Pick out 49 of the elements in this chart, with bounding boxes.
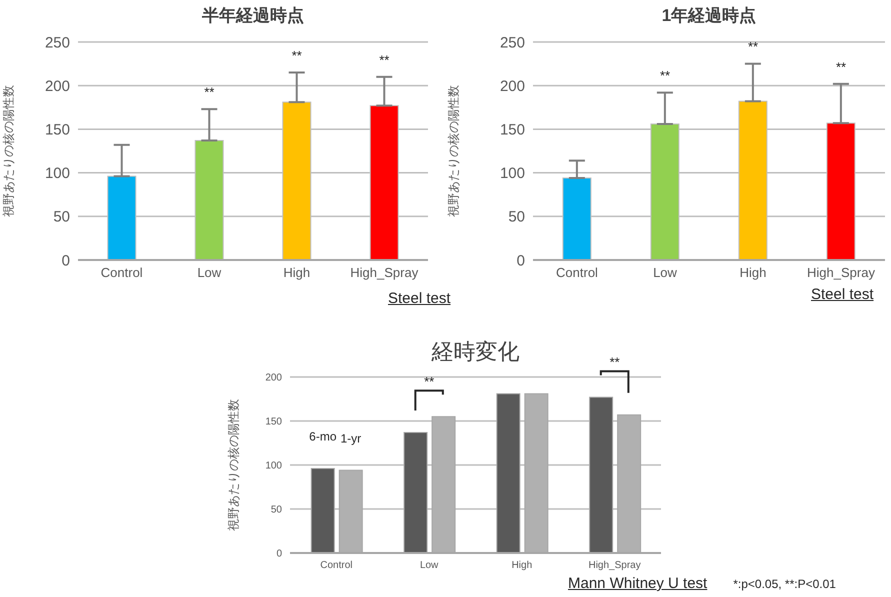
y-tick-label: 100 xyxy=(265,460,282,472)
y-tick-label: 200 xyxy=(44,78,70,95)
annotation: ** xyxy=(660,68,670,84)
y-tick-label: 200 xyxy=(265,372,282,384)
y-axis-title: 視野あたりの核の陽性数 xyxy=(446,85,460,217)
annotation: ** xyxy=(836,59,846,74)
chart-title: 1年経過時点 xyxy=(660,5,758,27)
y-tick-label: 50 xyxy=(53,208,70,226)
annotation: ** xyxy=(610,354,620,370)
y-tick-label: 150 xyxy=(44,122,70,139)
x-tick-label: Low xyxy=(653,265,678,280)
x-tick-label: High_Spray xyxy=(807,265,876,280)
y-axis-title: 視野あたりの核の陽性数 xyxy=(226,399,240,531)
annotation: ** xyxy=(379,52,390,68)
y-tick-label: 200 xyxy=(500,78,525,95)
text: 1-yr xyxy=(340,431,362,446)
chart-title: 半年経過時点 xyxy=(201,5,305,27)
annotation: ** xyxy=(424,374,434,390)
x-tick-label: Control xyxy=(320,560,352,572)
annotation: ** xyxy=(748,39,758,54)
x-tick-label: Low xyxy=(197,265,222,280)
x-tick-label: High xyxy=(283,265,310,280)
annotation: ** xyxy=(292,48,302,63)
y-tick-label: 0 xyxy=(276,548,282,560)
y-tick-label: 150 xyxy=(500,122,525,139)
x-tick-label: Low xyxy=(420,560,440,572)
text: *:p<0.05, **:P<0.01 xyxy=(733,577,836,591)
y-tick-label: 250 xyxy=(500,34,525,52)
y-tick-label: 50 xyxy=(508,208,525,226)
y-tick-label: 0 xyxy=(516,252,525,270)
text: Mann Whitney U test xyxy=(568,575,708,592)
y-tick-label: 100 xyxy=(44,165,70,182)
text: Steel test xyxy=(388,290,451,307)
x-tick-label: Control xyxy=(556,265,598,280)
y-tick-label: 0 xyxy=(62,252,70,270)
x-tick-label: High_Spray xyxy=(350,265,419,280)
x-tick-label: Control xyxy=(100,265,143,280)
annotation: ** xyxy=(204,84,214,100)
text: Steel test xyxy=(811,286,874,303)
y-tick-label: 250 xyxy=(44,34,70,52)
x-tick-label: High xyxy=(740,265,766,280)
y-tick-label: 50 xyxy=(270,504,282,516)
x-tick-label: High_Spray xyxy=(588,560,641,572)
y-tick-label: 150 xyxy=(265,416,282,428)
x-tick-label: High xyxy=(512,560,532,572)
y-axis-title: 視野あたりの核の陽性数 xyxy=(1,85,16,217)
y-tick-label: 100 xyxy=(500,165,525,182)
chart-title: 経時変化 xyxy=(432,339,520,364)
text: 6-mo xyxy=(309,430,337,444)
